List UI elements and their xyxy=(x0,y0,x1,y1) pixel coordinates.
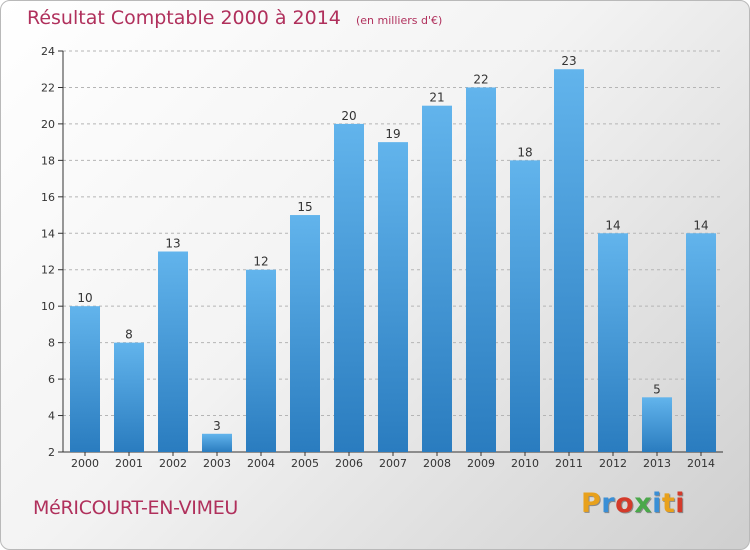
y-tick-label: 6 xyxy=(48,373,55,386)
chart-title-row: Résultat Comptable 2000 à 2014 (en milli… xyxy=(27,7,442,29)
x-tick-label: 2005 xyxy=(291,457,319,470)
y-tick-label: 8 xyxy=(48,337,55,350)
brand-letter: P xyxy=(581,488,602,519)
brand-letter: o xyxy=(615,488,635,519)
y-tick-label: 4 xyxy=(48,410,55,423)
bar xyxy=(554,69,584,453)
x-tick-label: 2007 xyxy=(379,457,407,470)
x-tick-label: 2011 xyxy=(555,457,583,470)
brand-letter: i xyxy=(652,488,662,519)
bar xyxy=(422,105,452,452)
y-tick-label: 2 xyxy=(48,446,55,459)
x-tick-label: 2003 xyxy=(203,457,231,470)
x-tick-label: 2012 xyxy=(599,457,627,470)
bar xyxy=(686,233,716,452)
bar xyxy=(334,123,364,452)
x-tick-label: 2001 xyxy=(115,457,143,470)
x-tick-label: 2014 xyxy=(687,457,715,470)
bar xyxy=(202,433,232,452)
x-tick-label: 2000 xyxy=(71,457,99,470)
brand-letter: r xyxy=(601,488,616,519)
x-tick-label: 2008 xyxy=(423,457,451,470)
bar-value-label: 19 xyxy=(385,127,400,141)
bar-value-label: 23 xyxy=(561,54,576,68)
bar xyxy=(378,142,408,453)
bar-value-label: 20 xyxy=(341,109,356,123)
bar xyxy=(290,215,320,452)
y-tick-label: 22 xyxy=(41,81,55,94)
bar xyxy=(642,397,672,452)
y-tick-label: 24 xyxy=(41,45,55,58)
brand-letter: i xyxy=(675,488,686,519)
bar xyxy=(158,251,188,452)
x-tick-label: 2002 xyxy=(159,457,187,470)
x-tick-label: 2013 xyxy=(643,457,671,470)
bar-value-label: 3 xyxy=(213,419,221,433)
y-tick-label: 12 xyxy=(41,264,55,277)
bar-value-label: 22 xyxy=(473,72,488,86)
bar xyxy=(466,87,496,453)
commune-name: MéRICOURT-EN-VIMEU xyxy=(33,497,239,519)
bar-value-label: 12 xyxy=(253,255,268,269)
y-tick-label: 14 xyxy=(41,227,55,240)
chart-subtitle: (en milliers d'€) xyxy=(355,14,443,27)
x-tick-label: 2010 xyxy=(511,457,539,470)
y-tick-label: 16 xyxy=(41,191,55,204)
x-tick-label: 2009 xyxy=(467,457,495,470)
bar xyxy=(598,233,628,452)
bar-value-label: 13 xyxy=(165,237,180,251)
y-tick-label: 20 xyxy=(41,118,55,131)
y-tick-label: 18 xyxy=(41,154,55,167)
bar xyxy=(246,269,276,452)
bar-value-label: 14 xyxy=(605,218,620,232)
bar-value-label: 15 xyxy=(297,200,312,214)
bar-value-label: 8 xyxy=(125,328,133,342)
brand-letter: x xyxy=(634,488,653,519)
bar xyxy=(70,306,100,452)
brand-letter: t xyxy=(661,488,676,519)
bar-value-label: 14 xyxy=(693,218,708,232)
y-tick-label: 10 xyxy=(41,300,55,313)
chart-title: Résultat Comptable 2000 à 2014 xyxy=(27,7,341,29)
bar-value-label: 10 xyxy=(77,291,92,305)
bar-value-label: 18 xyxy=(517,145,532,159)
bar-value-label: 5 xyxy=(653,382,661,396)
proxiti-logo: Proxiti xyxy=(581,488,685,519)
bar-value-label: 21 xyxy=(429,91,444,105)
bar xyxy=(510,160,540,452)
x-tick-label: 2004 xyxy=(247,457,275,470)
bar xyxy=(114,342,144,452)
x-tick-label: 2006 xyxy=(335,457,363,470)
